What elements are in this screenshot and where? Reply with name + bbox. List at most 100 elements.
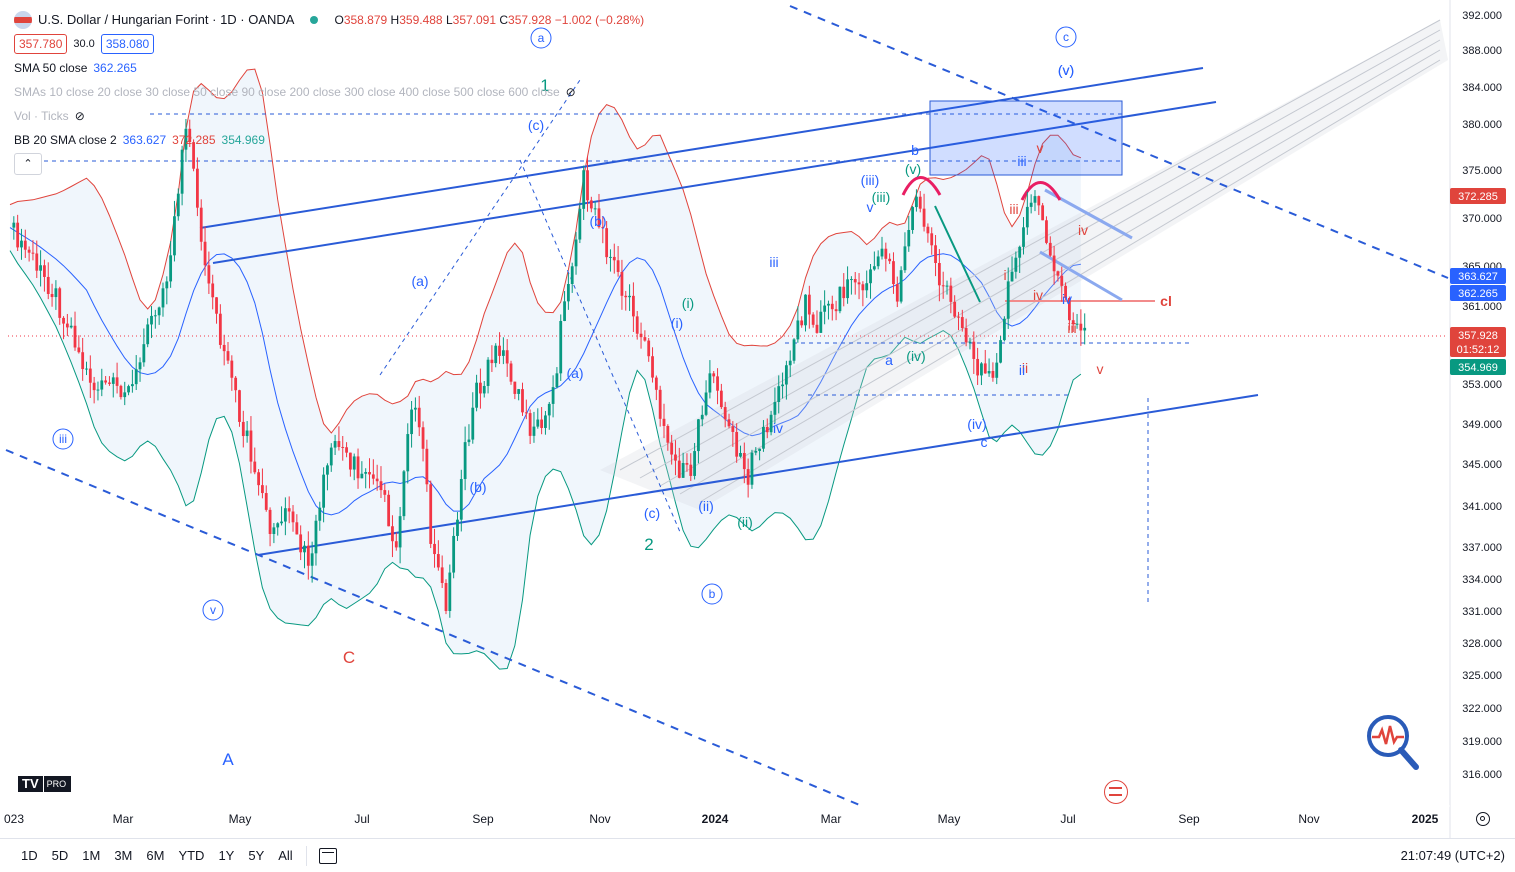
candle-body: [35, 253, 39, 271]
eye-off-icon[interactable]: ⊘: [565, 85, 576, 99]
candle-body: [318, 507, 322, 521]
candle-body: [417, 407, 421, 428]
indicator-vol[interactable]: Vol · Ticks ⊘: [14, 109, 85, 123]
y-tick-label: 322.000: [1462, 703, 1502, 715]
news-icon[interactable]: [1104, 780, 1128, 804]
range-3m[interactable]: 3M: [114, 848, 133, 863]
candle-body: [762, 426, 765, 449]
candle-body: [1025, 206, 1029, 228]
candle-body: [1029, 202, 1033, 207]
eye-off-icon[interactable]: ⊘: [74, 109, 85, 123]
candle-body: [551, 387, 555, 404]
wave-label: (iii): [872, 189, 891, 205]
wave-label: v: [867, 199, 874, 215]
candle-body: [192, 142, 195, 169]
range-1y[interactable]: 1Y: [218, 848, 235, 863]
candle-body: [1014, 257, 1018, 272]
candle-body: [169, 255, 173, 282]
y-tick-label: 341.000: [1462, 501, 1502, 513]
candle-body: [1060, 275, 1064, 286]
candle-body: [54, 288, 58, 298]
indicator-bb[interactable]: BB 20 SMA close 2 363.627 372.285 354.96…: [14, 133, 265, 147]
collapse-legend-button[interactable]: ⌃: [14, 153, 42, 175]
symbol-row[interactable]: U.S. Dollar / Hungarian Forint · 1D · OA…: [14, 8, 644, 32]
pitchfork-line: [659, 39, 1441, 487]
range-ytd[interactable]: YTD: [178, 848, 205, 863]
range-all[interactable]: All: [278, 848, 293, 863]
circled-wave-label: [202, 599, 224, 621]
buy-button[interactable]: 358.080: [100, 34, 155, 54]
candle-body: [597, 208, 601, 228]
clock[interactable]: 21:07:49 (UTC+2): [1400, 848, 1505, 863]
candle-body: [414, 407, 417, 410]
candle-body: [934, 245, 937, 264]
candle-body: [957, 316, 960, 318]
candle-body: [23, 240, 27, 250]
circled-wave-label: [1055, 26, 1077, 48]
gear-icon[interactable]: [1476, 812, 1490, 826]
candle-body: [96, 389, 100, 391]
dashed-trend-line: [5, 449, 863, 807]
range-6m[interactable]: 6M: [146, 848, 165, 863]
calendar-icon[interactable]: [318, 847, 337, 864]
candle-body: [146, 324, 150, 345]
candle-body: [635, 316, 639, 334]
candle-body: [456, 519, 459, 536]
candle-body: [926, 226, 930, 234]
candle-body: [838, 286, 842, 312]
target-zone-box: [929, 100, 1123, 176]
pitchfork-line: [699, 59, 1441, 503]
price-axis-label: [1450, 268, 1506, 284]
candle-body: [218, 313, 222, 345]
candle-body: [853, 279, 857, 283]
candle-body: [398, 516, 402, 548]
symbol-title[interactable]: U.S. Dollar / Hungarian Forint · 1D · OA…: [38, 12, 295, 27]
range-1d[interactable]: 1D: [21, 848, 38, 863]
candle-body: [1052, 255, 1056, 272]
bollinger-band-fill: [10, 69, 1081, 670]
range-1m[interactable]: 1M: [82, 848, 101, 863]
price-chart[interactable]: 392.000 388.000 384.000 380.000 375.000 370.0…: [0, 0, 1515, 838]
wave-label: (b): [589, 213, 606, 229]
candle-body: [127, 386, 130, 393]
wave-label: cl: [1160, 293, 1172, 309]
candle-body: [605, 228, 609, 258]
range-5y[interactable]: 5Y: [248, 848, 265, 863]
trend-line: [199, 67, 1204, 229]
candle-body: [628, 295, 631, 298]
candle-body: [704, 392, 708, 415]
candle-body: [253, 461, 257, 473]
candle-body: [341, 446, 345, 448]
top-arc: [901, 176, 942, 196]
pitchfork-line: [679, 49, 1441, 495]
divider: [305, 845, 307, 866]
sell-button[interactable]: 357.780: [14, 34, 68, 54]
candle-body: [612, 256, 616, 261]
indicator-smas[interactable]: SMAs 10 close 20 close 30 close 50 close…: [14, 85, 576, 99]
price-axis-label: [1450, 327, 1506, 357]
candle-body: [111, 377, 115, 384]
candle-body: [995, 362, 999, 378]
magnifier-icon[interactable]: [1364, 712, 1422, 772]
candle-body: [907, 229, 911, 247]
candle-body: [303, 545, 306, 553]
candle-body: [697, 419, 700, 452]
candle-body: [716, 376, 719, 391]
indicator-sma50[interactable]: SMA 50 close 362.265: [14, 61, 137, 75]
flag-icon: [14, 11, 32, 29]
chart-area[interactable]: 392.000 388.000 384.000 380.000 375.000 370.0…: [0, 0, 1515, 838]
candle-body: [658, 389, 662, 419]
candle-body: [314, 520, 318, 554]
y-tick-label: 319.000: [1462, 736, 1502, 748]
candle-body: [670, 442, 674, 455]
range-5d[interactable]: 5D: [51, 848, 69, 863]
candle-body: [475, 382, 478, 408]
tradingview-logo[interactable]: TV PRO: [18, 776, 72, 792]
y-tick-label: 349.000: [1462, 419, 1502, 431]
candle-body: [544, 415, 547, 428]
candle-body: [589, 200, 593, 209]
wave-label: (i): [682, 295, 694, 311]
candle-body: [1075, 323, 1079, 325]
circled-wave-text: c: [1063, 30, 1069, 44]
candle-body: [46, 276, 50, 294]
